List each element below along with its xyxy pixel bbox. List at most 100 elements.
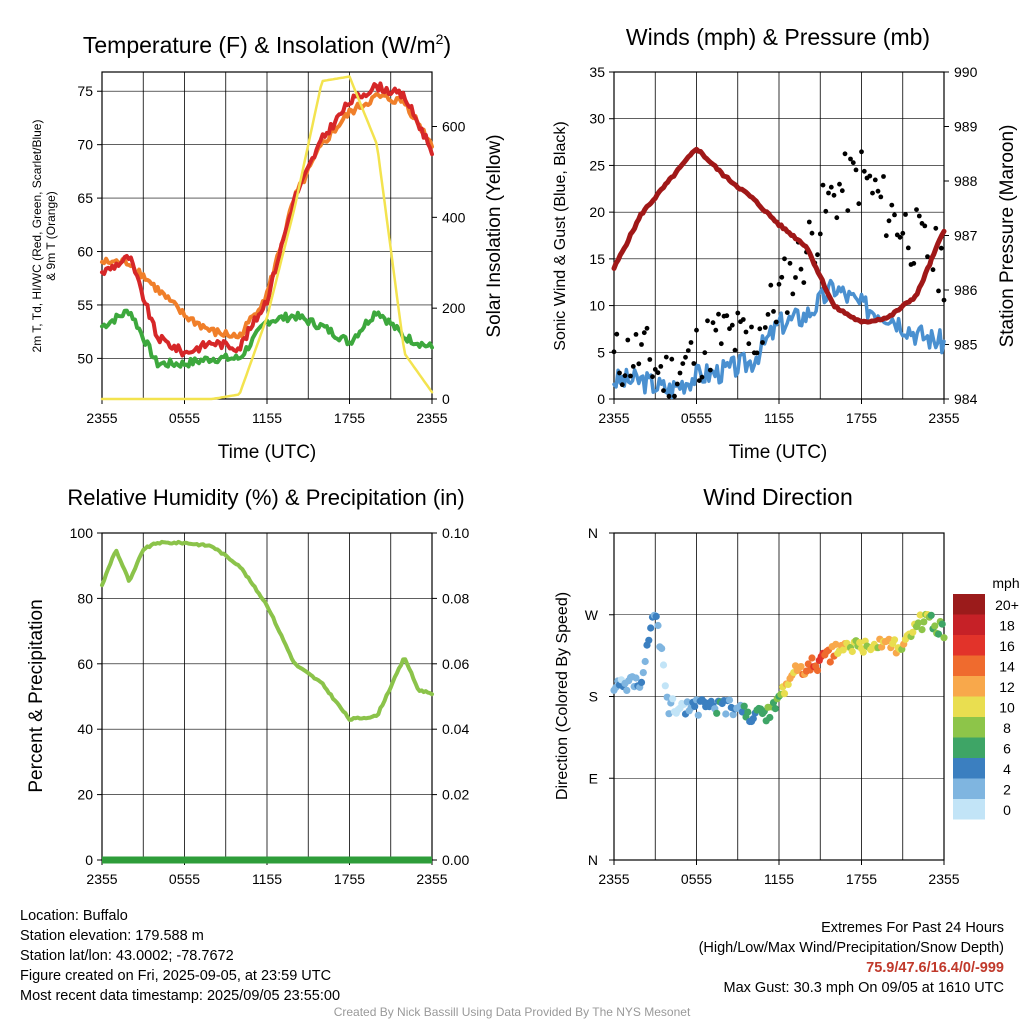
temp-panel-ytick-right-label: 400 [442,209,466,225]
wind-gust-point [839,188,845,194]
wind-gust-point [644,325,650,331]
dir-point [645,636,653,644]
wind-gust-point [636,361,642,367]
wind-gust-point [735,310,741,316]
wind-gust-point [743,329,749,335]
dir-point [918,626,926,634]
dir-legend-swatch [953,799,985,820]
wind-gust-point [680,361,686,366]
wind-gust-point [713,327,719,333]
wind-series-speed [612,278,946,400]
rh-panel-xtick-label: 2355 [86,871,117,887]
wind-gust-point [916,213,922,219]
wind-gust-point [856,201,862,207]
dir-panel-ylabel: Direction (Colored By Speed) [554,592,571,800]
dir-point [878,643,886,651]
dir-point [804,660,812,668]
wind-gust-point [889,202,895,208]
wind-gust-point [762,325,768,330]
credit-text: Created By Nick Bassill Using Data Provi… [333,1005,691,1019]
wind-gust-point [614,331,620,337]
wind-gust-point [784,310,790,315]
dir-point [749,715,757,723]
wind-gust-point [666,393,672,399]
wind-gust-point [628,373,633,379]
dir-point [832,640,840,648]
dir-legend-swatch [953,594,985,615]
wind-gust-point [617,370,622,376]
dir-point [938,620,946,628]
wind-gust-point [834,215,840,221]
wind-gust-point [848,156,853,162]
wind-gust-point [817,231,823,237]
temp-panel-ytick-label: 60 [77,244,93,260]
wind-gust-point [771,309,776,314]
rh-panel-ytick-label: 0 [85,852,93,868]
dir-point [647,624,655,632]
wind-gust-point [938,245,944,251]
dir-point [722,710,730,718]
dir-point [623,686,631,695]
extremes-legend: (High/Low/Max Wind/Precipitation/Snow De… [698,940,1004,956]
dir-point [632,674,640,682]
dir-point [669,695,677,703]
temp-panel-xtick-label: 2355 [86,410,117,426]
wind-gust-point [729,322,735,328]
temp-panel-ylabel-right: Solar Insolation (Yellow) [484,134,505,337]
extremes-values: 75.9/47.6/16.4/0/-999 [866,960,1004,976]
dir-point [940,634,948,642]
wind-gust-point [933,225,939,231]
wind-gust-point [878,194,884,200]
wind-gust-point [861,168,867,174]
dir-legend-label: 10 [999,700,1015,716]
wind-panel-xtick-label: 1155 [764,410,794,426]
dir-legend-swatch [953,717,985,738]
wind-gust-point [859,149,864,155]
wind-gust-point [872,177,878,183]
dir-panel-xtick-label: 1755 [846,871,877,887]
temp-panel-ytick-right-label: 600 [442,119,466,135]
dir-point [784,680,792,689]
dir-point [641,657,649,666]
dir-legend-label: 8 [1003,720,1011,736]
wind-gust-point [867,173,873,179]
wind-panel-ytick-right-label: 990 [954,64,978,80]
wind-gust-point [828,184,834,190]
temp-panel-xlabel: Time (UTC) [218,442,317,463]
dir-legend-swatch [953,676,985,697]
dir-point [713,709,721,717]
wind-panel-ytick-right-label: 986 [954,282,978,298]
dir-point [839,646,847,654]
wind-gust-point [831,192,837,198]
dir-legend-swatch [953,655,985,676]
wind-gust-point [622,373,628,379]
dir-point [691,702,699,711]
wind-panel-xtick-label: 2355 [928,410,959,426]
wind-panel-xtick-label: 1755 [846,410,877,426]
wind-panel-ytick-label: 30 [589,111,605,127]
rh-panel-ytick-right-label: 0.04 [442,721,469,737]
wind-panel-ytick-right-label: 985 [954,337,978,353]
temp-panel-ytick-label: 55 [77,297,93,313]
dir-legend-label: 20+ [995,597,1019,613]
wind-gust-point [652,367,658,372]
wind-gust-point [630,364,636,369]
dir-legend-label: 12 [999,679,1015,695]
dir-legend-title: mph [992,575,1019,591]
wind-panel-xlabel: Time (UTC) [729,442,828,463]
wind-gust-point [826,190,831,196]
dir-point [914,619,922,627]
dir-panel-ytick-label: S [589,689,598,705]
wind-gust-point [900,230,906,236]
wind-gust-point [809,230,815,236]
temp-panel-title: Temperature (F) & Insolation (W/m2) [83,31,451,58]
station-elevation: Station elevation: 179.588 m [20,928,204,944]
wind-gust-point [790,291,796,297]
wind-gust-point [754,350,760,356]
dir-point [826,658,834,666]
temp-panel-ylabel: 2m T, Td, HI/WC (Red, Green, Scarlet/Blu… [30,120,44,353]
dir-point [797,663,805,671]
wind-gust-point [639,342,644,347]
temp-panel-ytick-label: 70 [77,137,93,153]
wind-gust-point [922,223,928,229]
